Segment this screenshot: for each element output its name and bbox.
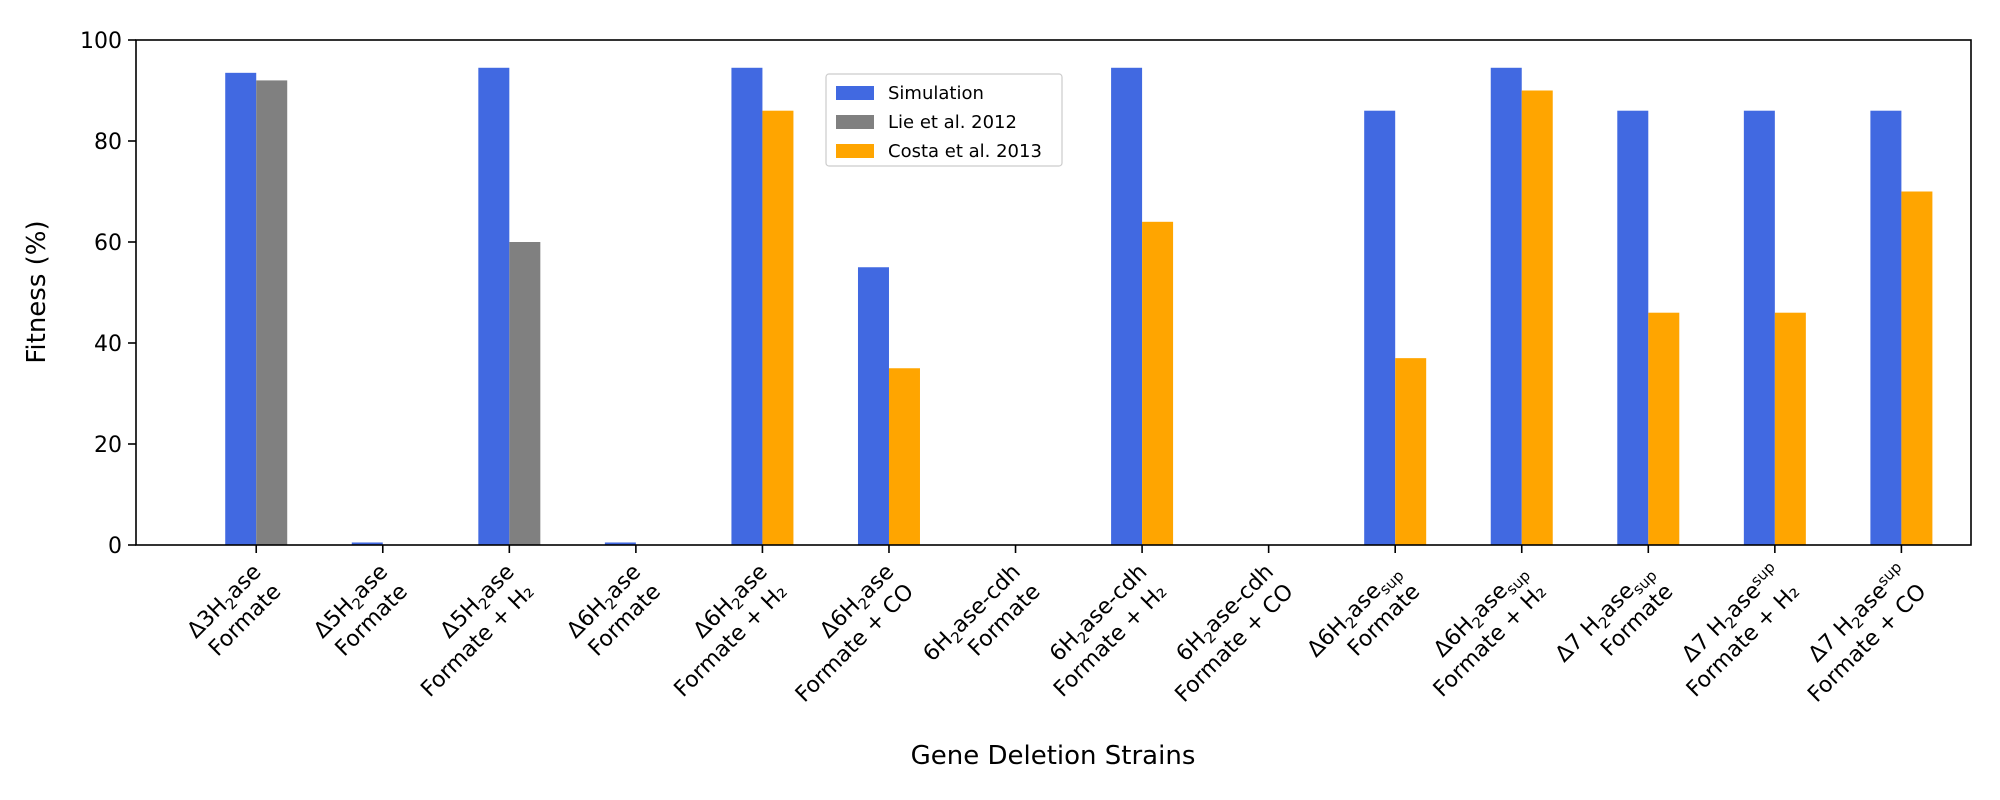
x-tick-label: Δ5H2aseFormate + H₂	[397, 560, 540, 703]
x-tick-label: 6H2ase-cdhFormate + CO	[1151, 560, 1299, 708]
y-tick-label: 40	[94, 332, 122, 357]
bar-costa-et-al-2013-13	[1901, 191, 1933, 545]
bar-costa-et-al-2013-10	[1521, 90, 1553, 545]
x-tick-label: Δ7 H2asesupFormate + CO	[1782, 558, 1931, 707]
y-tick-label: 80	[94, 130, 122, 155]
bar-simulation-4	[731, 67, 763, 546]
legend-swatch	[836, 86, 874, 100]
bar-simulation-2	[478, 67, 510, 546]
x-tick-label: Δ6H2asesupFormate	[1303, 560, 1426, 683]
y-tick-label: 20	[94, 433, 122, 458]
x-tick-label: Δ3H2aseFormate	[183, 560, 287, 664]
bar-simulation-10	[1490, 67, 1522, 546]
bar-simulation-5	[857, 267, 889, 545]
legend-swatch	[836, 115, 874, 129]
bar-lie-et-al-2012-2	[509, 242, 541, 545]
bar-simulation-3	[604, 542, 636, 545]
bar-lie-et-al-2012-0	[256, 80, 288, 546]
x-tick-label: Δ7 H2asesupFormate	[1551, 560, 1679, 688]
y-tick-label: 60	[94, 231, 122, 256]
bar-costa-et-al-2013-4	[762, 110, 794, 545]
legend-label: Simulation	[888, 83, 984, 104]
bar-simulation-1	[351, 542, 383, 545]
x-tick-label: Δ5H2aseFormate	[309, 560, 413, 664]
bar-simulation-12	[1743, 110, 1775, 545]
y-axis-title: Fitness (%)	[22, 220, 52, 363]
y-axis: 0 20 40 60 80 100	[80, 29, 136, 559]
bar-simulation-11	[1617, 110, 1649, 545]
x-tick-label: 6H2ase-cdhFormate + H₂	[1029, 560, 1172, 703]
bar-costa-et-al-2013-7	[1142, 221, 1174, 546]
bar-costa-et-al-2013-9	[1395, 358, 1427, 545]
x-tick-label: 6H2ase-cdhFormate	[919, 560, 1046, 687]
bar-simulation-9	[1364, 110, 1396, 545]
y-tick-label: 100	[80, 29, 122, 54]
x-tick-label: Δ6H2aseFormate + H₂	[650, 560, 793, 703]
legend-swatch	[836, 144, 874, 158]
bars-layer	[225, 67, 1933, 546]
legend: Simulation Lie et al. 2012 Costa et al. 20…	[825, 73, 1063, 167]
x-tick-label: Δ6H2aseFormate + CO	[771, 560, 919, 708]
legend-label: Lie et al. 2012	[888, 112, 1017, 133]
x-tick-label: Δ7 H2asesupFormate + H₂	[1661, 558, 1805, 702]
bar-costa-et-al-2013-12	[1774, 312, 1806, 545]
bar-simulation-13	[1870, 110, 1902, 545]
bar-simulation-0	[225, 72, 257, 545]
x-axis: Δ3H2aseFormate Δ5H2aseFormate Δ5H2aseForma…	[183, 545, 1931, 708]
x-tick-label: Δ6H2asesupFormate + H₂	[1409, 560, 1552, 703]
x-axis-title: Gene Deletion Strains	[911, 741, 1196, 771]
plot-frame	[135, 39, 1972, 546]
y-tick-label: 0	[108, 534, 122, 559]
bar-simulation-7	[1111, 67, 1143, 546]
legend-label: Costa et al. 2013	[888, 141, 1042, 162]
bar-costa-et-al-2013-11	[1648, 312, 1680, 545]
bar-costa-et-al-2013-5	[888, 368, 920, 545]
x-tick-label: Δ6H2aseFormate	[562, 560, 666, 664]
legend-box	[825, 73, 1063, 167]
